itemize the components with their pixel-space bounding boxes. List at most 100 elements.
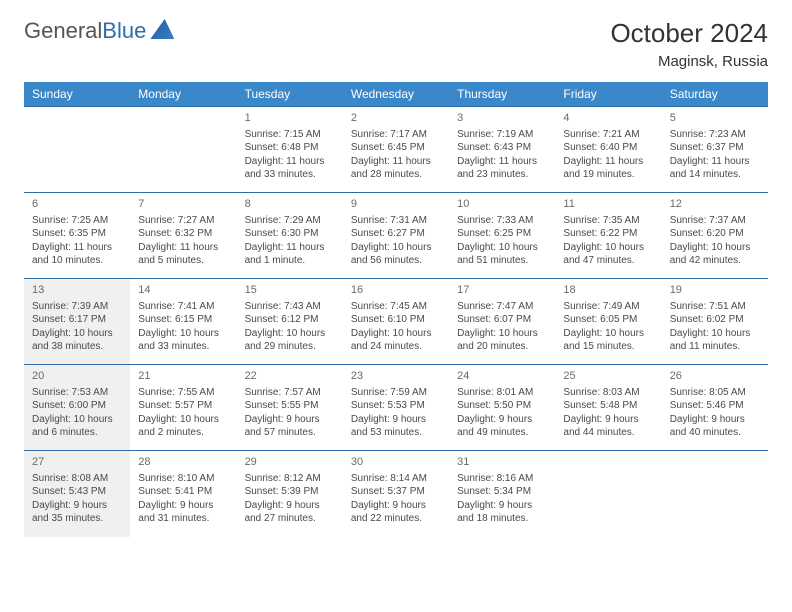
day-number: 7 <box>138 197 228 212</box>
day-number: 16 <box>351 283 441 298</box>
day-number: 22 <box>245 369 335 384</box>
sunset-text: Sunset: 5:41 PM <box>138 485 228 499</box>
sunrise-text: Sunrise: 7:37 AM <box>670 214 760 228</box>
daylight-text: Daylight: 11 hours and 14 minutes. <box>670 155 760 182</box>
logo: GeneralBlue <box>24 18 174 44</box>
sunset-text: Sunset: 5:57 PM <box>138 399 228 413</box>
daylight-text: Daylight: 11 hours and 28 minutes. <box>351 155 441 182</box>
day-number: 3 <box>457 111 547 126</box>
calendar-header-row: SundayMondayTuesdayWednesdayThursdayFrid… <box>24 82 768 107</box>
weekday-header: Monday <box>130 82 236 107</box>
sunrise-text: Sunrise: 7:53 AM <box>32 386 122 400</box>
day-number: 14 <box>138 283 228 298</box>
daylight-text: Daylight: 9 hours and 22 minutes. <box>351 499 441 526</box>
calendar-cell <box>662 451 768 537</box>
daylight-text: Daylight: 10 hours and 56 minutes. <box>351 241 441 268</box>
sunset-text: Sunset: 6:00 PM <box>32 399 122 413</box>
day-number: 19 <box>670 283 760 298</box>
sunrise-text: Sunrise: 7:35 AM <box>563 214 653 228</box>
day-number: 9 <box>351 197 441 212</box>
daylight-text: Daylight: 9 hours and 57 minutes. <box>245 413 335 440</box>
calendar-cell: 7Sunrise: 7:27 AMSunset: 6:32 PMDaylight… <box>130 193 236 279</box>
daylight-text: Daylight: 9 hours and 31 minutes. <box>138 499 228 526</box>
calendar-cell: 17Sunrise: 7:47 AMSunset: 6:07 PMDayligh… <box>449 279 555 365</box>
title-block: October 2024 Maginsk, Russia <box>610 18 768 70</box>
header: GeneralBlue October 2024 Maginsk, Russia <box>24 18 768 70</box>
day-number: 23 <box>351 369 441 384</box>
daylight-text: Daylight: 10 hours and 38 minutes. <box>32 327 122 354</box>
sunrise-text: Sunrise: 8:12 AM <box>245 472 335 486</box>
day-number: 27 <box>32 455 122 470</box>
daylight-text: Daylight: 10 hours and 2 minutes. <box>138 413 228 440</box>
daylight-text: Daylight: 9 hours and 40 minutes. <box>670 413 760 440</box>
day-number: 28 <box>138 455 228 470</box>
logo-mark-icon <box>150 19 174 39</box>
daylight-text: Daylight: 11 hours and 10 minutes. <box>32 241 122 268</box>
sunrise-text: Sunrise: 7:41 AM <box>138 300 228 314</box>
calendar-cell: 19Sunrise: 7:51 AMSunset: 6:02 PMDayligh… <box>662 279 768 365</box>
location: Maginsk, Russia <box>610 53 768 70</box>
weekday-header: Friday <box>555 82 661 107</box>
sunrise-text: Sunrise: 7:47 AM <box>457 300 547 314</box>
sunrise-text: Sunrise: 7:21 AM <box>563 128 653 142</box>
calendar-week-row: 13Sunrise: 7:39 AMSunset: 6:17 PMDayligh… <box>24 279 768 365</box>
calendar-cell: 10Sunrise: 7:33 AMSunset: 6:25 PMDayligh… <box>449 193 555 279</box>
sunset-text: Sunset: 6:02 PM <box>670 313 760 327</box>
calendar-cell: 24Sunrise: 8:01 AMSunset: 5:50 PMDayligh… <box>449 365 555 451</box>
calendar-cell <box>24 107 130 193</box>
sunrise-text: Sunrise: 7:17 AM <box>351 128 441 142</box>
day-number: 4 <box>563 111 653 126</box>
calendar-cell <box>130 107 236 193</box>
daylight-text: Daylight: 9 hours and 44 minutes. <box>563 413 653 440</box>
logo-text: GeneralBlue <box>24 18 146 44</box>
calendar-cell: 6Sunrise: 7:25 AMSunset: 6:35 PMDaylight… <box>24 193 130 279</box>
day-number: 20 <box>32 369 122 384</box>
sunrise-text: Sunrise: 7:15 AM <box>245 128 335 142</box>
sunrise-text: Sunrise: 8:03 AM <box>563 386 653 400</box>
day-number: 13 <box>32 283 122 298</box>
day-number: 26 <box>670 369 760 384</box>
sunset-text: Sunset: 5:50 PM <box>457 399 547 413</box>
daylight-text: Daylight: 10 hours and 29 minutes. <box>245 327 335 354</box>
sunrise-text: Sunrise: 7:55 AM <box>138 386 228 400</box>
calendar-week-row: 20 Sunrise: 7:53 AMSunset: 6:00 PM Dayligh… <box>24 365 768 451</box>
sunrise-text: Sunrise: 7:59 AM <box>351 386 441 400</box>
calendar-cell: 21Sunrise: 7:55 AMSunset: 5:57 PMDayligh… <box>130 365 236 451</box>
logo-word1: General <box>24 18 102 43</box>
daylight-text: Daylight: 10 hours and 11 minutes. <box>670 327 760 354</box>
sunrise-text: Sunrise: 8:16 AM <box>457 472 547 486</box>
day-number: 15 <box>245 283 335 298</box>
sunset-text: Sunset: 5:39 PM <box>245 485 335 499</box>
calendar-cell <box>555 451 661 537</box>
sunrise-text: Sunrise: 7:45 AM <box>351 300 441 314</box>
sunset-text: Sunset: 6:30 PM <box>245 227 335 241</box>
calendar-cell: 27Sunrise: 8:08 AMSunset: 5:43 PMDayligh… <box>24 451 130 537</box>
sunset-text: Sunset: 5:48 PM <box>563 399 653 413</box>
sunrise-text: Sunrise: 7:23 AM <box>670 128 760 142</box>
calendar-table: SundayMondayTuesdayWednesdayThursdayFrid… <box>24 82 768 537</box>
sunrise-text: Sunrise: 8:10 AM <box>138 472 228 486</box>
calendar-cell: 20Sunrise: 7:53 AMSunset: 6:00 PMDayligh… <box>24 365 130 451</box>
sunset-text: Sunset: 6:40 PM <box>563 141 653 155</box>
calendar-cell: 9Sunrise: 7:31 AMSunset: 6:27 PMDaylight… <box>343 193 449 279</box>
sunset-text: Sunset: 6:07 PM <box>457 313 547 327</box>
calendar-cell: 30Sunrise: 8:14 AMSunset: 5:37 PMDayligh… <box>343 451 449 537</box>
sunset-text: Sunset: 6:05 PM <box>563 313 653 327</box>
calendar-cell: 25Sunrise: 8:03 AMSunset: 5:48 PMDayligh… <box>555 365 661 451</box>
sunrise-text: Sunrise: 7:39 AM <box>32 300 122 314</box>
month-year: October 2024 <box>610 18 768 49</box>
daylight-text: Daylight: 10 hours and 47 minutes. <box>563 241 653 268</box>
sunset-text: Sunset: 6:27 PM <box>351 227 441 241</box>
daylight-text: Daylight: 10 hours and 15 minutes. <box>563 327 653 354</box>
daylight-text: Daylight: 11 hours and 19 minutes. <box>563 155 653 182</box>
daylight-text: Daylight: 10 hours and 42 minutes. <box>670 241 760 268</box>
weekday-header: Tuesday <box>237 82 343 107</box>
calendar-cell: 3Sunrise: 7:19 AMSunset: 6:43 PMDaylight… <box>449 107 555 193</box>
sunrise-text: Sunrise: 8:01 AM <box>457 386 547 400</box>
calendar-cell: 31Sunrise: 8:16 AMSunset: 5:34 PMDayligh… <box>449 451 555 537</box>
sunset-text: Sunset: 6:10 PM <box>351 313 441 327</box>
calendar-body: 1Sunrise: 7:15 AMSunset: 6:48 PMDaylight… <box>24 107 768 537</box>
sunset-text: Sunset: 6:12 PM <box>245 313 335 327</box>
sunset-text: Sunset: 6:48 PM <box>245 141 335 155</box>
daylight-text: Daylight: 10 hours and 51 minutes. <box>457 241 547 268</box>
